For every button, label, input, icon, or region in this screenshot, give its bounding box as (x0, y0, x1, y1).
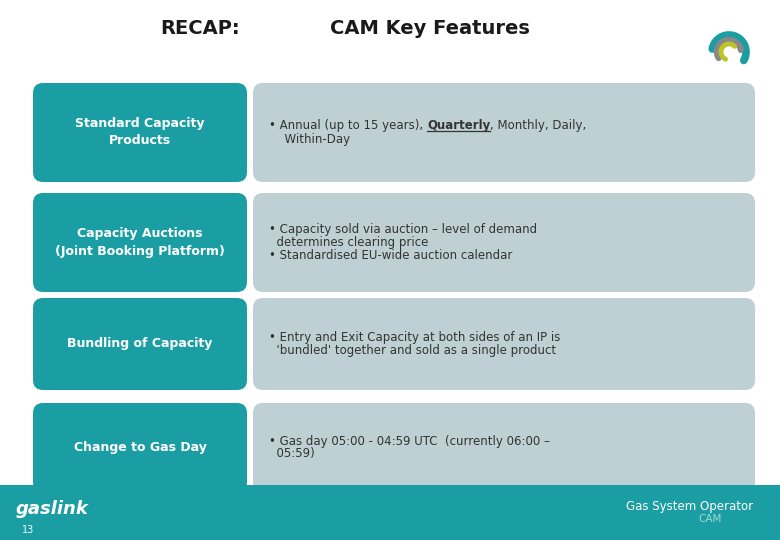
FancyBboxPatch shape (253, 83, 755, 182)
Text: determines clearing price: determines clearing price (269, 236, 428, 249)
Text: 13: 13 (22, 525, 34, 535)
FancyBboxPatch shape (33, 83, 247, 182)
Text: 'bundled' together and sold as a single product: 'bundled' together and sold as a single … (269, 344, 556, 357)
Text: RECAP:: RECAP: (160, 18, 239, 37)
FancyBboxPatch shape (253, 403, 755, 492)
FancyBboxPatch shape (33, 298, 247, 390)
Text: • Annual (up to 15 years),: • Annual (up to 15 years), (269, 119, 427, 132)
Text: Bundling of Capacity: Bundling of Capacity (67, 338, 213, 350)
Text: • Entry and Exit Capacity at both sides of an IP is: • Entry and Exit Capacity at both sides … (269, 331, 560, 344)
Text: • Standardised EU-wide auction calendar: • Standardised EU-wide auction calendar (269, 249, 512, 262)
FancyBboxPatch shape (33, 193, 247, 292)
Text: Within-Day: Within-Day (277, 133, 350, 146)
FancyBboxPatch shape (253, 298, 755, 390)
Text: Standard Capacity
Products: Standard Capacity Products (75, 118, 204, 147)
Text: Gas System Operator: Gas System Operator (626, 500, 753, 513)
Text: Quarterly: Quarterly (427, 119, 490, 132)
Text: CAM Key Features: CAM Key Features (330, 18, 530, 37)
Text: , Monthly, Daily,: , Monthly, Daily, (490, 119, 587, 132)
Text: Capacity Auctions
(Joint Booking Platform): Capacity Auctions (Joint Booking Platfor… (55, 227, 225, 258)
Text: • Gas day 05:00 - 04:59 UTC  (currently 06:00 –: • Gas day 05:00 - 04:59 UTC (currently 0… (269, 435, 550, 448)
Text: Change to Gas Day: Change to Gas Day (73, 441, 207, 454)
Text: • Capacity sold via auction – level of demand: • Capacity sold via auction – level of d… (269, 223, 537, 236)
FancyBboxPatch shape (253, 193, 755, 292)
Text: CAM: CAM (698, 515, 722, 524)
Bar (0, 485, 780, 540)
FancyBboxPatch shape (33, 403, 247, 492)
Text: 05:59): 05:59) (269, 448, 315, 461)
Text: gaslink: gaslink (16, 500, 88, 517)
